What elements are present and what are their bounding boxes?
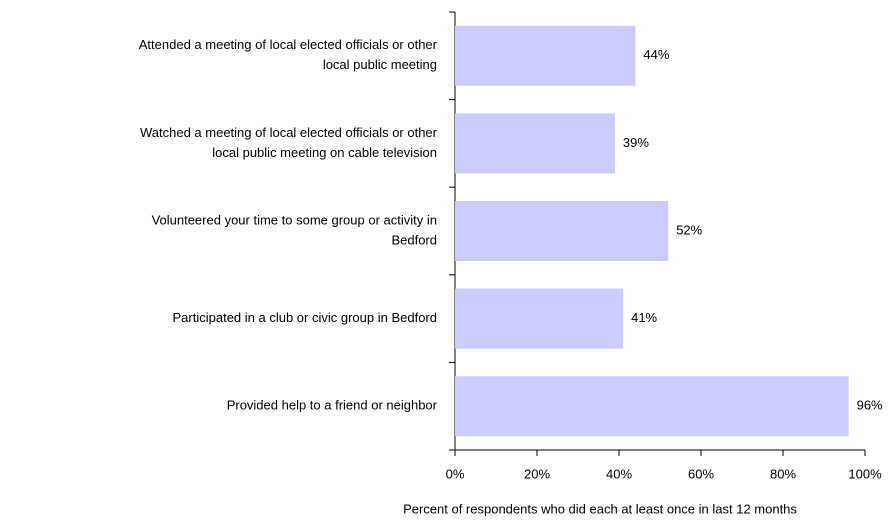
x-tick-label: 0% <box>446 466 465 481</box>
y-tick-label: Provided help to a friend or neighbor <box>227 398 438 413</box>
value-label: 41% <box>631 310 657 325</box>
x-axis-title: Percent of respondents who did each at l… <box>403 501 797 516</box>
y-tick-label: Participated in a club or civic group in… <box>173 310 437 325</box>
y-tick-label: local public meeting on cable television <box>212 145 437 160</box>
bar <box>455 288 624 349</box>
y-tick-label: Watched a meeting of local elected offic… <box>140 125 438 140</box>
value-label: 52% <box>676 222 702 237</box>
y-tick-label: Bedford <box>391 232 437 247</box>
bar <box>455 113 615 174</box>
bar <box>455 201 669 261</box>
y-tick-label: Volunteered your time to some group or a… <box>152 212 437 227</box>
x-tick-label: 40% <box>606 466 632 481</box>
value-label: 39% <box>623 135 649 150</box>
x-tick-label: 20% <box>524 466 550 481</box>
value-label: 44% <box>643 47 669 62</box>
y-tick-label: Attended a meeting of local elected offi… <box>139 37 438 52</box>
bar <box>455 376 849 437</box>
y-tick-label: local public meeting <box>323 57 437 72</box>
value-label: 96% <box>857 398 883 413</box>
x-tick-label: 60% <box>688 466 714 481</box>
bar <box>455 25 636 86</box>
x-tick-label: 80% <box>770 466 796 481</box>
x-tick-label: 100% <box>848 466 882 481</box>
